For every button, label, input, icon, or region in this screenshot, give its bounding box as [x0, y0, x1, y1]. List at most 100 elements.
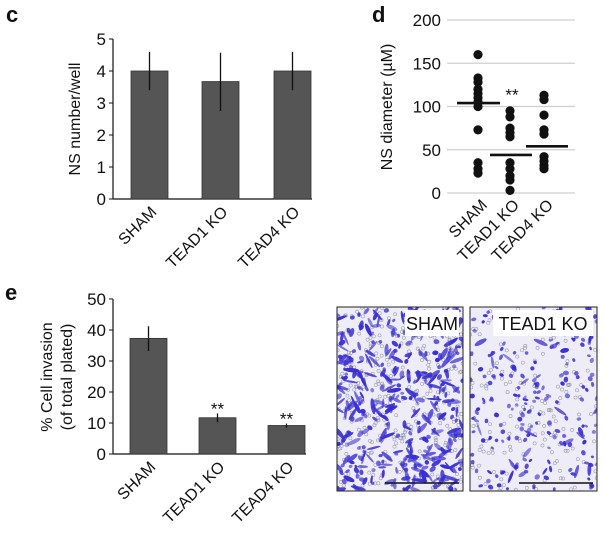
panel-label-e: e: [5, 280, 17, 305]
stained-cell: [403, 425, 412, 431]
pore: [417, 449, 422, 454]
chart-c: 0 1 2 3 4 5 SHAM TEAD1 KO TEAD4 KO NS number/well: [67, 30, 312, 272]
stained-cell: [372, 416, 378, 422]
stained-cell: [482, 374, 487, 379]
stained-cell: [416, 420, 421, 425]
stained-cell: [340, 463, 345, 468]
stained-cell: [396, 383, 402, 388]
stained-cell: [500, 346, 504, 351]
stained-cell: [570, 472, 577, 476]
panel-label-c: c: [6, 2, 18, 27]
pore: [489, 368, 493, 372]
pore: [564, 390, 569, 394]
pore: [470, 381, 475, 385]
pore: [542, 437, 547, 442]
pore: [504, 348, 509, 353]
stained-cell: [455, 406, 458, 417]
pore: [393, 428, 398, 433]
pore: [479, 383, 484, 388]
stained-cell: [351, 349, 357, 353]
pore: [445, 423, 450, 428]
stained-cell: [380, 463, 393, 466]
stained-cell: [386, 387, 402, 393]
stained-cell: [408, 431, 413, 436]
bar: [198, 417, 237, 455]
y-tick-label: 10: [87, 414, 106, 433]
stained-cell: [506, 436, 511, 441]
stained-cell: [381, 451, 393, 462]
stained-cell: [533, 390, 537, 394]
stained-cell: [337, 393, 342, 400]
y-axis-label: NS number/well: [67, 63, 84, 176]
stained-cell: [385, 422, 389, 426]
stained-cell: [354, 391, 362, 406]
y-tick-label: 50: [87, 290, 106, 309]
pore: [503, 382, 508, 386]
stained-cell: [474, 468, 479, 474]
pore: [546, 408, 551, 412]
stained-cell: [498, 423, 503, 428]
stained-cell: [358, 385, 364, 392]
pore: [455, 472, 459, 477]
pore: [376, 481, 381, 486]
stained-cell: [359, 469, 364, 476]
stained-cell: [589, 346, 592, 351]
pore: [540, 399, 545, 403]
pore: [460, 475, 463, 480]
stained-cell: [535, 374, 541, 379]
stained-cell: [517, 416, 523, 422]
y-tick-label: 5: [97, 30, 106, 49]
stained-cell: [589, 482, 595, 489]
pore: [508, 414, 513, 419]
stained-cell: [401, 395, 408, 400]
stained-cell: [437, 398, 441, 402]
stained-cell: [363, 372, 377, 378]
stained-cell: [490, 356, 495, 369]
pore: [397, 470, 402, 474]
stained-cell: [460, 339, 463, 352]
bar: [129, 337, 168, 455]
bar: [273, 70, 312, 200]
stained-cell: [412, 380, 417, 384]
pore: [344, 451, 349, 456]
stained-cell: [543, 396, 549, 402]
stained-cell: [357, 371, 363, 379]
stained-cell: [534, 381, 540, 388]
y-tick-label: 40: [87, 321, 106, 340]
stained-cell: [507, 470, 514, 484]
label-background: [405, 310, 459, 336]
stained-cell: [565, 362, 569, 366]
stained-cell: [355, 473, 360, 479]
stained-cell: [580, 337, 586, 342]
stained-cell: [447, 461, 461, 469]
stained-cell: [522, 457, 528, 462]
pore: [535, 346, 540, 350]
stained-cell: [491, 374, 496, 378]
data-point: [473, 77, 483, 87]
stained-cell: [417, 422, 428, 434]
pore: [551, 414, 556, 419]
stained-cell: [487, 380, 493, 386]
stained-cell: [386, 319, 391, 326]
stained-cell: [344, 380, 358, 384]
stained-cell: [587, 376, 593, 382]
pore: [508, 448, 513, 453]
stained-cell: [400, 310, 405, 324]
pore: [407, 385, 412, 390]
stained-cell: [439, 464, 451, 470]
stained-cell: [474, 338, 487, 347]
pore: [400, 365, 405, 370]
stained-cell: [347, 430, 351, 434]
stained-cell: [353, 402, 361, 414]
stained-cell: [460, 378, 463, 383]
stained-cell: [342, 454, 351, 465]
stained-cell: [348, 464, 353, 469]
y-axis-label: NS diameter (µM): [379, 44, 396, 171]
data-point: [505, 112, 515, 122]
stained-cell: [363, 377, 367, 386]
pore: [500, 369, 505, 374]
stained-cell: [389, 378, 402, 381]
stained-cell: [434, 400, 439, 406]
stained-cell: [477, 367, 484, 372]
pore: [360, 314, 365, 319]
